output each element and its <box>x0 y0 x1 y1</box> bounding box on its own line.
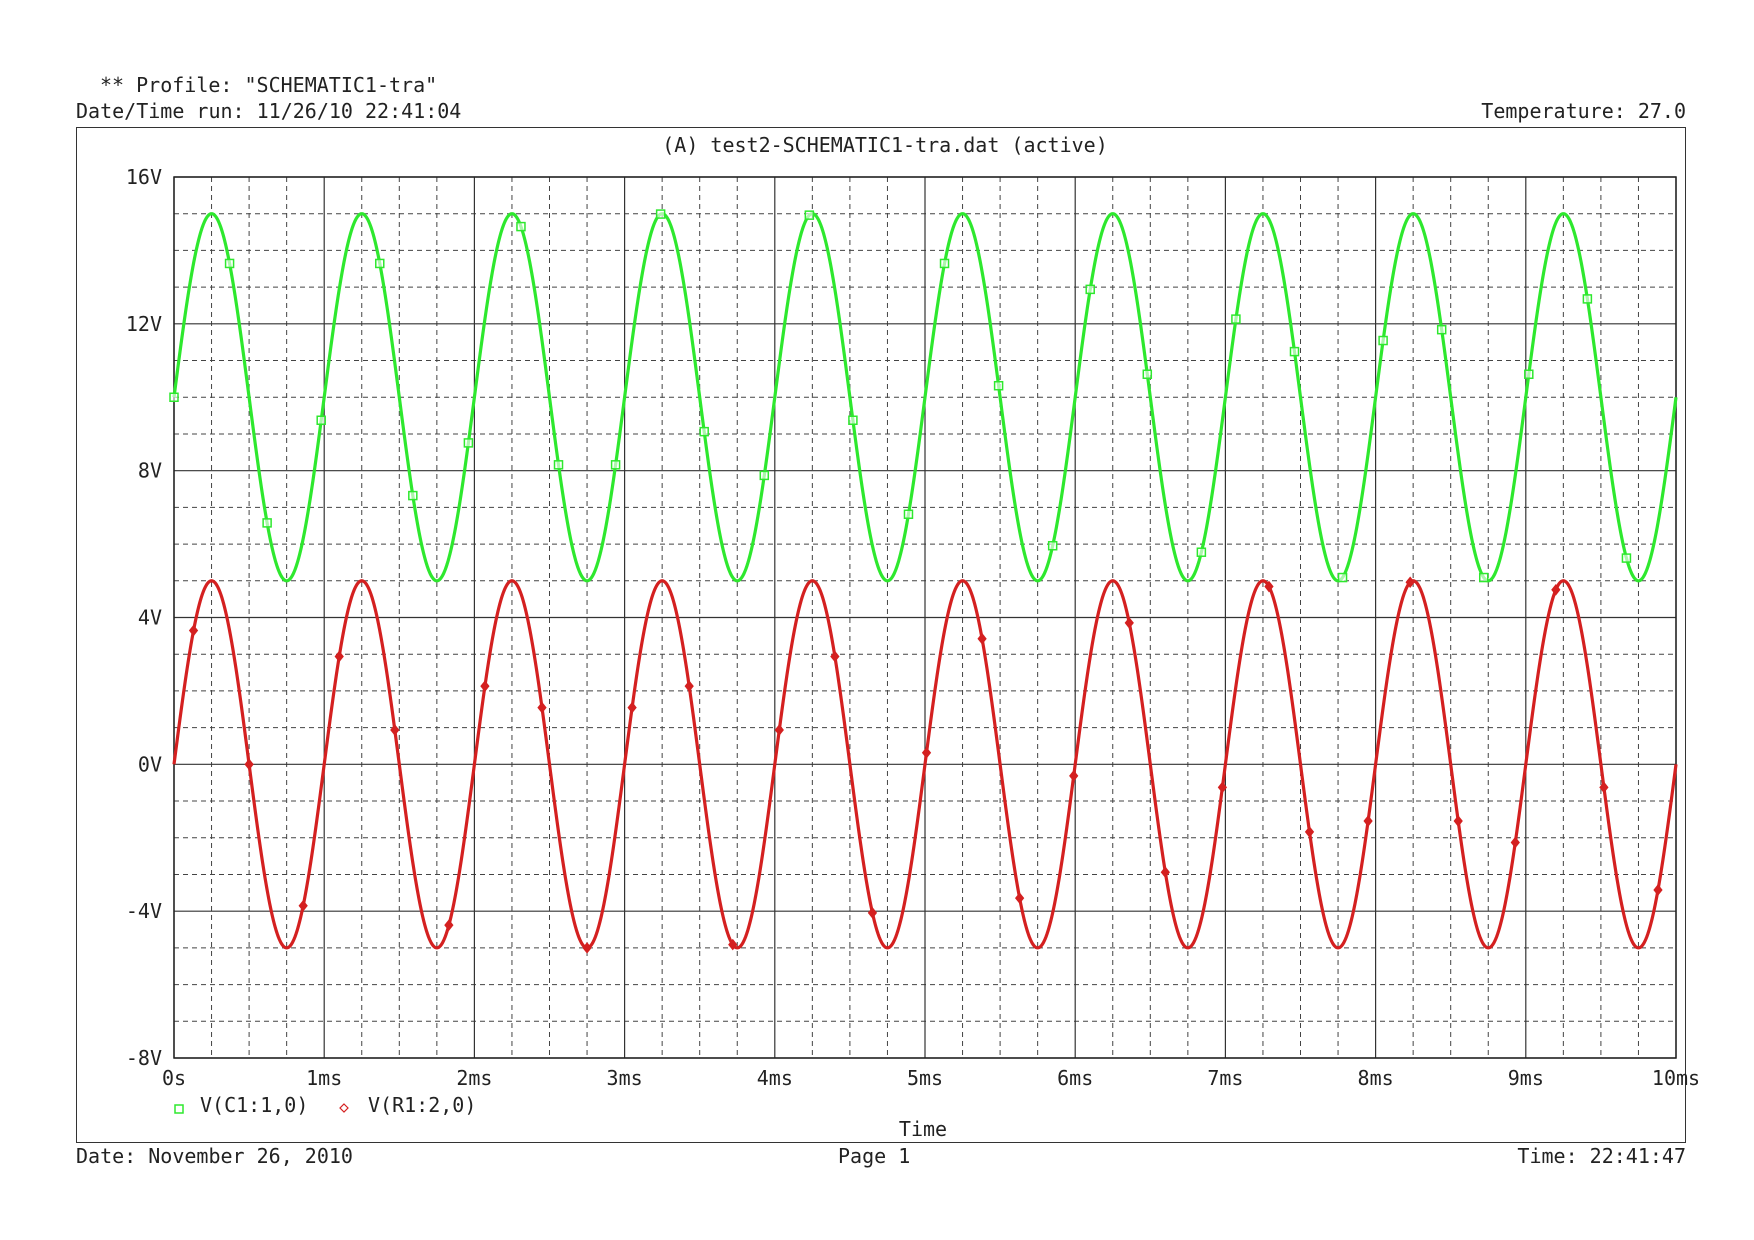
marker-vc1 <box>1378 335 1388 346</box>
footer-time: Time: 22:41:47 <box>1517 1144 1686 1168</box>
marker-vc1 <box>1478 572 1489 583</box>
marker-vr1 <box>1653 884 1663 896</box>
x-tick-label: 8ms <box>1358 1066 1394 1090</box>
marker-vc1 <box>1142 369 1153 379</box>
marker-vc1 <box>1524 369 1534 379</box>
marker-vr1 <box>298 899 308 912</box>
marker-vr1 <box>1124 617 1134 629</box>
x-tick-label: 3ms <box>607 1066 643 1090</box>
marker-vc1 <box>1196 547 1207 557</box>
x-tick-label: 7ms <box>1207 1066 1243 1090</box>
marker-vc1 <box>1231 314 1241 324</box>
temperature-label: Temperature: 27.0 <box>1481 99 1686 123</box>
legend-label-vr1: V(R1:2,0) <box>368 1093 476 1117</box>
marker-vc1 <box>939 258 950 269</box>
marker-vr1 <box>921 747 932 759</box>
marker-vr1 <box>390 724 400 736</box>
marker-vr1 <box>867 907 878 919</box>
legend-marker-vr1 <box>339 1103 349 1113</box>
plot-frame <box>76 127 1686 1143</box>
marker-vc1 <box>1337 572 1348 583</box>
legend-label-vc1: V(C1:1,0) <box>200 1093 308 1117</box>
marker-vc1 <box>1582 294 1593 304</box>
profile-label: ** Profile: "SCHEMATIC1-tra" <box>100 73 438 97</box>
marker-vc1 <box>759 470 770 481</box>
legend-marker-vc1 <box>174 1104 184 1114</box>
y-tick-label: 4V <box>138 606 162 630</box>
marker-vc1 <box>1621 553 1632 563</box>
x-tick-label: 6ms <box>1057 1066 1093 1090</box>
chart-title: (A) test2-SCHEMATIC1-tra.dat (active) <box>662 133 1108 157</box>
marker-vc1 <box>993 380 1004 391</box>
marker-vc1 <box>463 438 474 448</box>
marker-vr1 <box>444 919 454 931</box>
y-tick-label: 0V <box>138 752 162 776</box>
marker-vr1 <box>1014 892 1025 904</box>
run-datetime-label: Date/Time run: 11/26/10 22:41:04 <box>76 99 462 123</box>
marker-vc1 <box>699 426 709 437</box>
footer-page: Page 1 <box>838 1144 911 1168</box>
marker-vc1 <box>224 258 235 269</box>
marker-vc1 <box>553 460 564 470</box>
plot-area-border <box>173 176 1677 1059</box>
marker-vr1 <box>977 632 987 645</box>
marker-vc1 <box>1289 346 1300 357</box>
y-tick-label: 12V <box>126 312 162 336</box>
marker-vr1 <box>627 701 637 714</box>
x-tick-label: 9ms <box>1508 1066 1544 1090</box>
x-tick-label: 10ms <box>1652 1066 1700 1090</box>
marker-vr1 <box>774 724 784 736</box>
x-axis-label: Time <box>899 1117 947 1141</box>
marker-vr1 <box>1599 781 1609 794</box>
marker-vr1 <box>1264 580 1274 593</box>
marker-vr1 <box>334 650 344 663</box>
series-line-vr1 <box>172 579 1678 950</box>
marker-vc1 <box>262 518 272 528</box>
marker-vr1 <box>188 624 199 637</box>
marker-vc1 <box>1085 284 1095 295</box>
marker-vr1 <box>1453 815 1463 827</box>
marker-vc1 <box>316 415 326 426</box>
marker-vc1 <box>516 221 526 232</box>
marker-vr1 <box>244 758 254 771</box>
marker-vc1 <box>408 490 418 501</box>
marker-vr1 <box>582 942 592 954</box>
footer-date: Date: November 26, 2010 <box>76 1144 353 1168</box>
marker-vr1 <box>537 701 547 714</box>
marker-vr1 <box>1304 826 1315 838</box>
series-line-vc1 <box>172 212 1678 583</box>
marker-vr1 <box>1160 866 1170 879</box>
marker-vr1 <box>1510 836 1520 849</box>
marker-vc1 <box>903 509 914 519</box>
marker-vr1 <box>1069 770 1079 782</box>
x-tick-label: 0s <box>162 1066 186 1090</box>
x-tick-label: 2ms <box>456 1066 492 1090</box>
marker-vc1 <box>655 209 666 219</box>
marker-vr1 <box>684 680 694 692</box>
marker-vc1 <box>169 392 179 402</box>
legend: V(C1:1,0) V(R1:2,0) <box>174 1093 476 1117</box>
marker-vc1 <box>1436 324 1447 335</box>
x-tick-label: 4ms <box>757 1066 793 1090</box>
x-tick-label: 5ms <box>907 1066 943 1090</box>
marker-vc1 <box>848 415 858 426</box>
y-tick-label: 8V <box>138 459 162 483</box>
marker-vc1 <box>375 258 385 269</box>
marker-vr1 <box>728 938 738 951</box>
marker-vc1 <box>1047 540 1058 551</box>
y-tick-label: 16V <box>126 165 162 189</box>
marker-vr1 <box>1217 781 1228 794</box>
x-tick-label: 1ms <box>306 1066 342 1090</box>
marker-vr1 <box>1363 815 1373 827</box>
y-tick-label: -8V <box>126 1046 162 1070</box>
marker-vc1 <box>804 210 815 220</box>
marker-vc1 <box>610 460 621 470</box>
marker-vr1 <box>480 680 490 692</box>
marker-vr1 <box>830 650 840 663</box>
marker-vr1 <box>1405 576 1415 589</box>
y-tick-label: -4V <box>126 899 162 923</box>
marker-vr1 <box>1551 583 1561 596</box>
